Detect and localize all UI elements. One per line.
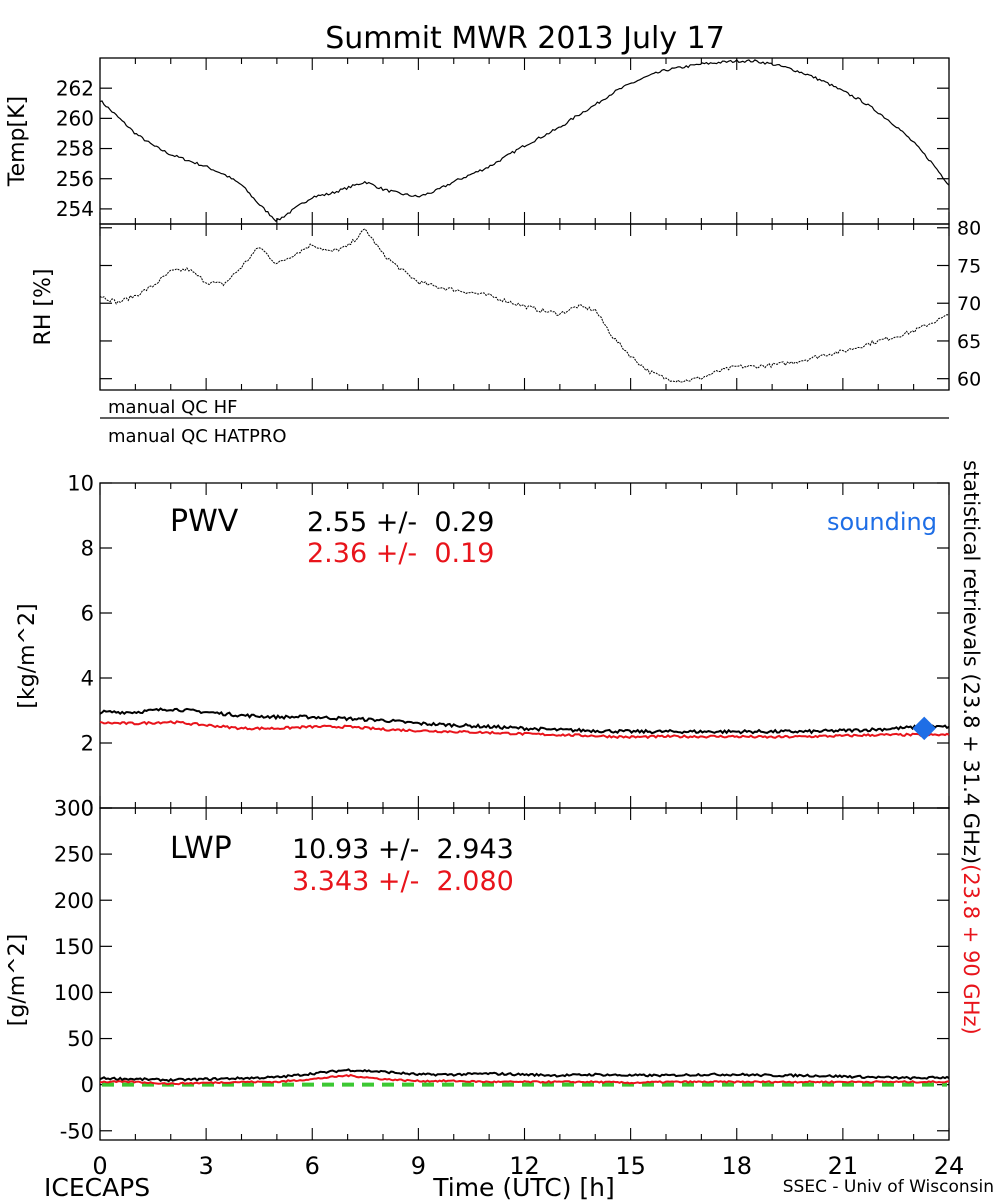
temp-plot-frame [99, 57, 950, 225]
temp-ticks: 254 256 258 260 262 [56, 58, 950, 224]
pwv-ylabel: [kg/m^2] [15, 603, 40, 708]
lwp-ytick-label: 100 [54, 981, 94, 1005]
rh-line [99, 228, 950, 383]
temp-ytick-label: 256 [56, 167, 94, 191]
lwp-stats-black: 10.93 +/- 2.943 [292, 834, 514, 865]
rh-ytick-label: 80 [957, 218, 981, 240]
pwv-stats-black: 2.55 +/- 0.29 [307, 507, 494, 538]
x-tick-label: 3 [198, 1152, 213, 1180]
lwp-stats-red: 3.343 +/- 2.080 [292, 866, 514, 897]
rh-ytick-label: 65 [957, 331, 981, 353]
pwv-ytick-label: 10 [67, 472, 94, 496]
lwp-ytick-label: 50 [67, 1027, 94, 1051]
pwv-panel: 0 2 4 6 8 10 [kg/m^2] PWV 2.55 +/- 0.29 2.36 … [15, 472, 950, 821]
pwv-red-line [99, 720, 950, 740]
right-label-black: statistical retrievals (23.8 + 31.4 GHz) [959, 460, 983, 864]
temp-panel: 254 256 258 260 262 Temp[K] [5, 57, 950, 225]
temp-ytick-label: 254 [56, 197, 94, 221]
x-tick-labels: 0 3 6 9 12 15 18 21 24 [92, 1152, 964, 1180]
rh-ytick-label: 75 [957, 255, 981, 277]
rh-ylabel: RH [%] [31, 269, 56, 346]
temp-ytick-label: 258 [56, 137, 94, 161]
qc-strip: manual QC HF manual QC HATPRO [100, 397, 949, 447]
lwp-ytick-label: 150 [54, 935, 94, 959]
temp-ylabel: Temp[K] [5, 96, 30, 187]
pwv-ytick-label: 6 [81, 602, 94, 626]
pwv-black-line [99, 707, 950, 735]
lwp-ticks: -50 0 50 100 150 200 250 300 [54, 797, 950, 1143]
x-tick-label: 18 [721, 1152, 752, 1180]
lwp-ytick-label: 250 [54, 843, 94, 867]
x-tick-label: 12 [509, 1152, 540, 1180]
rh-ytick-label: 70 [957, 293, 981, 315]
rh-ticks: 60 65 70 75 80 [99, 218, 981, 391]
sounding-marker [912, 716, 936, 741]
lwp-ytick-label: 0 [81, 1073, 94, 1097]
rh-plot-frame [99, 223, 950, 391]
lwp-ytick-label: 300 [54, 797, 94, 821]
rh-panel: 60 65 70 75 80 RH [%] [31, 218, 981, 391]
lwp-ytick-label: -50 [60, 1119, 94, 1143]
x-tick-label: 6 [305, 1152, 320, 1180]
pwv-stats-red: 2.36 +/- 0.19 [307, 538, 494, 569]
right-vertical-label: statistical retrievals (23.8 + 31.4 GHz)… [959, 460, 983, 1035]
x-axis-label: Time (UTC) [h] [432, 1173, 615, 1200]
pwv-ytick-label: 2 [81, 732, 94, 756]
lwp-red-line [99, 1073, 950, 1086]
footer-right: SSEC - Univ of Wisconsin [783, 1177, 994, 1197]
sounding-label: sounding [827, 508, 937, 536]
temp-ytick-label: 262 [56, 76, 94, 100]
rh-ytick-label: 60 [957, 369, 981, 391]
qc-hatpro-label: manual QC HATPRO [108, 426, 287, 447]
pwv-ytick-label: 0 [81, 797, 94, 821]
chart-title: Summit MWR 2013 July 17 [325, 21, 725, 56]
pwv-label: PWV [170, 504, 239, 539]
lwp-black-line [99, 1068, 950, 1083]
qc-hf-label: manual QC HF [108, 397, 237, 418]
lwp-ytick-label: 200 [54, 889, 94, 913]
pwv-ytick-label: 8 [81, 537, 94, 561]
x-tick-label: 15 [615, 1152, 646, 1180]
footer-left: ICECAPS [44, 1173, 150, 1200]
temp-line [99, 59, 950, 223]
right-label-red: (23.8 + 90 GHz) [959, 864, 983, 1035]
x-tick-label: 21 [828, 1152, 859, 1180]
pwv-ytick-label: 4 [81, 667, 94, 691]
x-tick-label: 24 [934, 1152, 965, 1180]
lwp-label: LWP [170, 831, 232, 866]
x-tick-label: 0 [92, 1152, 107, 1180]
x-tick-label: 9 [411, 1152, 426, 1180]
lwp-ylabel: [g/m^2] [5, 934, 30, 1026]
temp-ytick-label: 260 [56, 107, 94, 131]
